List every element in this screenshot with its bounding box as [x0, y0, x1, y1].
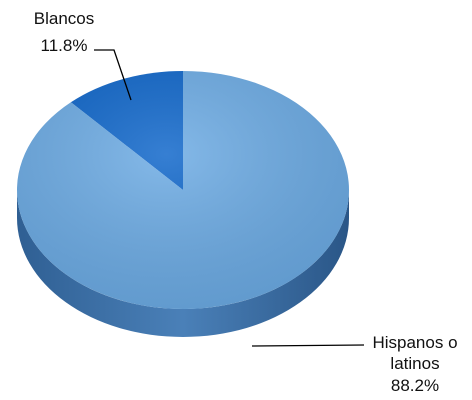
- label-hispanos-name-line1: Hispanos o: [372, 333, 457, 352]
- label-hispanos-value: 88.2%: [391, 376, 439, 395]
- pie-slices: [16, 71, 349, 310]
- label-hispanos-name-line2: latinos: [390, 354, 439, 373]
- label-blancos-value: 11.8%: [41, 36, 88, 55]
- leader-line-hispanos: [251, 344, 365, 347]
- label-blancos-name: Blancos: [34, 9, 94, 28]
- leader-line-blancos: [94, 49, 132, 101]
